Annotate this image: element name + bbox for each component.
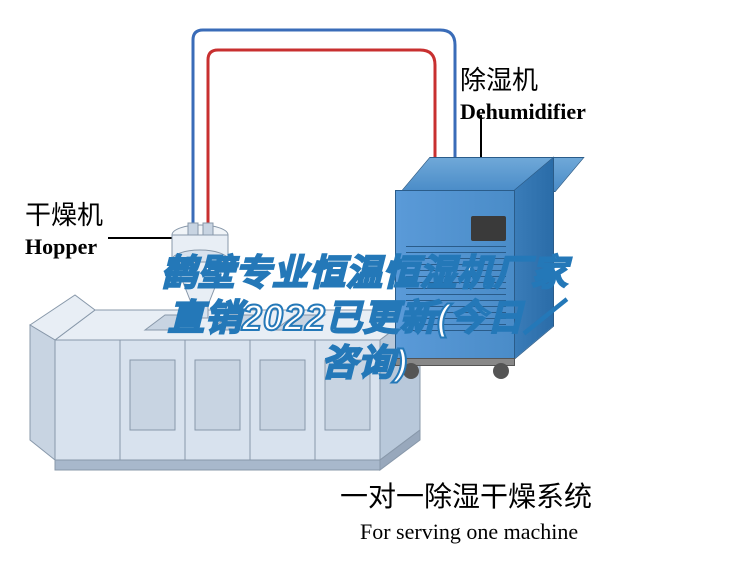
hopper-label-group: 干燥机 Hopper [25,195,103,260]
hopper-label-cn: 干燥机 [25,195,103,232]
dehumidifier-control-panel [471,216,506,241]
overlay-headline: 鹤壁专业恒温恒湿机厂家 直销2022已更新(今日／ 咨询) [161,250,568,385]
overlay-line-2: 直销2022已更新(今日／ [161,295,568,340]
dehumidifier-label-cn: 除湿机 [460,60,586,97]
hopper-label-en: Hopper [25,234,103,260]
caption-group: 一对一除湿干燥系统 For serving one machine [340,475,592,545]
hopper-leader-line [108,237,183,239]
overlay-line-1: 鹤壁专业恒温恒湿机厂家 [161,250,568,295]
dehumidifier-label-en: Dehumidifier [460,99,586,125]
dehumidifier-label-group: 除湿机 Dehumidifier [460,60,586,125]
caption-en: For serving one machine [360,519,592,545]
dehumidifier-top-face [400,157,584,192]
caption-cn: 一对一除湿干燥系统 [340,475,592,515]
overlay-line-3: 咨询) [161,340,568,385]
